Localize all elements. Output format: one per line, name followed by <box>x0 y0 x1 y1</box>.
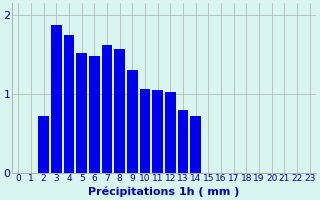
Bar <box>76 53 87 173</box>
Bar <box>89 56 100 173</box>
Bar <box>102 45 112 173</box>
Bar <box>190 116 201 173</box>
X-axis label: Précipitations 1h ( mm ): Précipitations 1h ( mm ) <box>88 186 240 197</box>
Bar <box>64 35 74 173</box>
Bar <box>178 110 188 173</box>
Bar <box>51 25 62 173</box>
Bar <box>38 116 49 173</box>
Bar <box>152 90 163 173</box>
Bar <box>140 89 150 173</box>
Bar <box>165 92 176 173</box>
Bar <box>127 70 138 173</box>
Bar <box>114 49 125 173</box>
